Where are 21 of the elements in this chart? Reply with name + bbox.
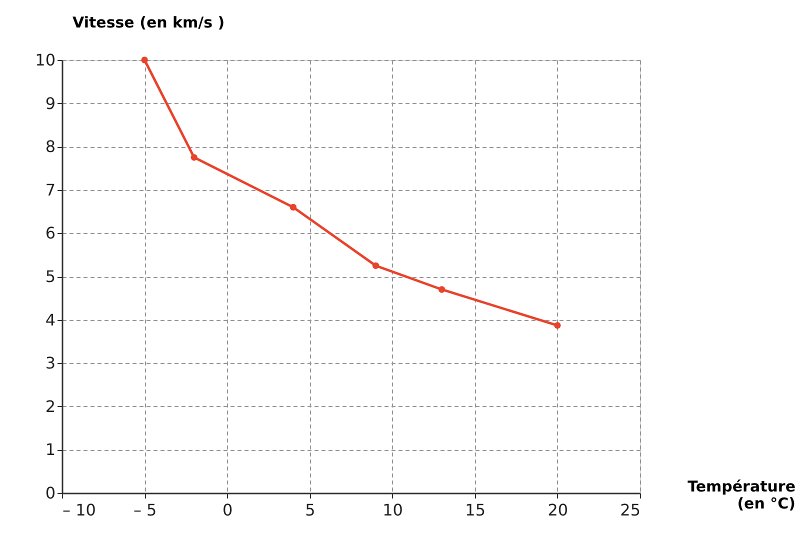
y-axis-title: Vitesse (en km/s ) <box>72 14 225 32</box>
y-tick-label: 8 <box>45 137 56 156</box>
y-tick-label: 2 <box>45 396 56 416</box>
y-tick-label: 10 <box>35 50 56 70</box>
y-tick-label: 1 <box>45 440 56 460</box>
y-tick-label: 3 <box>45 354 56 373</box>
x-axis-title: Température (en °C) <box>688 478 796 512</box>
y-tick-label: 7 <box>45 180 56 200</box>
y-tick-label: 6 <box>45 224 56 243</box>
x-tick-label: – 10 <box>62 500 96 520</box>
x-tick-label: 25 <box>620 500 640 520</box>
y-tick-label: 9 <box>45 94 56 113</box>
y-tick-label: 5 <box>45 267 56 286</box>
x-tick-label: 20 <box>548 500 568 520</box>
x-tick-label: 15 <box>465 500 486 520</box>
y-tick-label: 0 <box>45 484 56 502</box>
x-tick-label: 10 <box>382 500 403 520</box>
x-tick-label: – 5 <box>133 500 157 520</box>
y-tick-label: 4 <box>45 310 56 330</box>
x-tick-label: 5 <box>305 500 316 520</box>
x-tick-label: 0 <box>222 500 233 520</box>
